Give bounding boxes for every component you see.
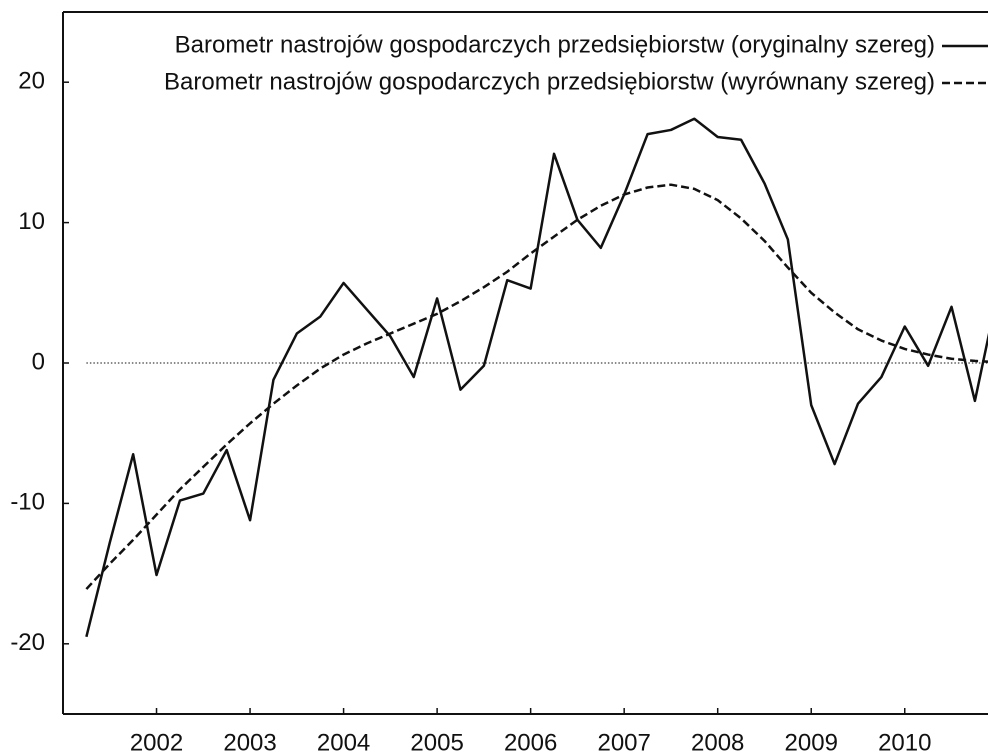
series-line	[85, 117, 988, 638]
y-tick-label: 10	[18, 208, 45, 235]
x-tick-label: 2006	[504, 729, 557, 756]
x-tick-label: 2005	[410, 729, 463, 756]
x-tick-label: 2009	[785, 729, 838, 756]
x-tick-label: 2008	[691, 729, 744, 756]
legend-label: Barometr nastrojów gospodarczych przedsi…	[164, 68, 935, 95]
x-tick-label: 2003	[223, 729, 276, 756]
legend-label: Barometr nastrojów gospodarczych przedsi…	[175, 31, 935, 58]
x-tick-label: 2004	[317, 729, 370, 756]
y-tick-label: -20	[10, 629, 45, 656]
y-tick-label: 0	[32, 348, 45, 375]
y-tick-label: -10	[10, 489, 45, 516]
x-tick-label: 2002	[130, 729, 183, 756]
y-tick-label: 20	[18, 68, 45, 95]
plot-area	[85, 117, 988, 638]
series-line	[85, 183, 988, 590]
x-tick-label: 2010	[878, 729, 931, 756]
x-tick-label: 2007	[597, 729, 650, 756]
